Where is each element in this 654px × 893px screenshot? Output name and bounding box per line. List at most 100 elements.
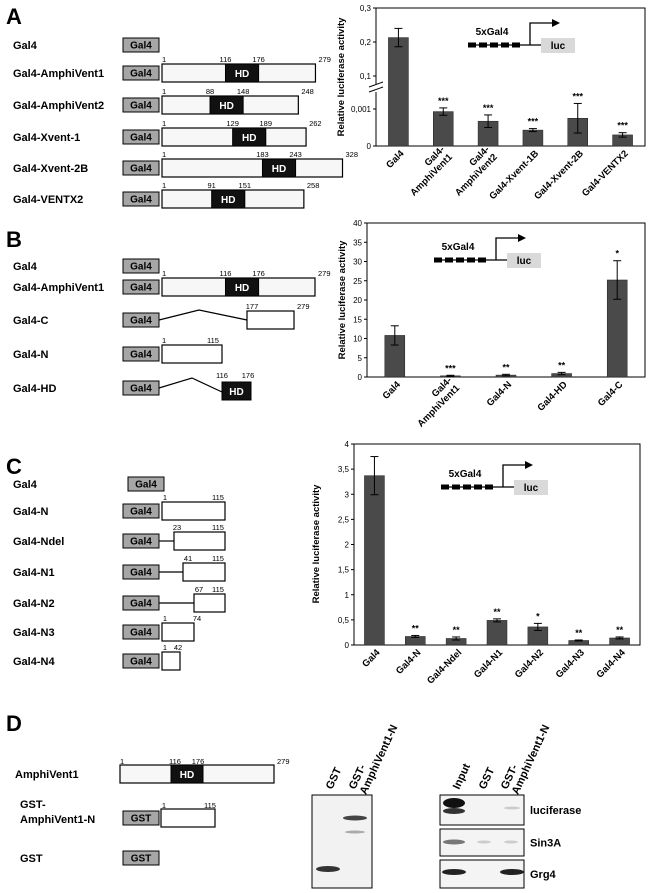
luc-box <box>514 480 548 495</box>
y-axis-title: Relative luciferase activity <box>337 240 348 360</box>
y-tick-label: 0,5 <box>338 616 350 625</box>
reporter-label: 5xGal4 <box>476 27 509 38</box>
blot-band <box>443 839 465 845</box>
significance-marker: ** <box>575 628 583 638</box>
blot-label: luciferase <box>530 805 581 817</box>
residue-number: 1 <box>162 801 166 810</box>
significance-marker: ** <box>502 362 510 372</box>
panel-letter-b: B <box>6 227 22 252</box>
construct-name: Gal4-C <box>13 315 49 327</box>
bar <box>433 111 454 147</box>
residue-number: 248 <box>301 87 314 96</box>
homeodomain-box <box>209 95 244 115</box>
gel-band <box>316 866 340 872</box>
residue-number: 67 <box>195 585 203 594</box>
construct-name: Gal4-AmphiVent1 <box>13 282 104 294</box>
residue-number: 243 <box>289 150 302 159</box>
luc-label: luc <box>551 41 566 52</box>
significance-marker: *** <box>445 363 456 373</box>
tag-label: Gal4 <box>130 164 152 175</box>
protein-box <box>161 501 226 521</box>
category-label: Gal4 <box>384 148 407 171</box>
lane-label-line: AmphiVent1-N <box>510 723 553 796</box>
tag-box <box>122 160 160 176</box>
residue-number: 148 <box>237 87 250 96</box>
residue-number: 1 <box>162 269 166 278</box>
category-label-line: Gal4-N <box>394 647 424 677</box>
significance-marker: ** <box>616 625 624 635</box>
residue-number: 116 <box>169 757 181 766</box>
residue-number: 1 <box>162 336 166 345</box>
y-tick-label: 15 <box>353 315 362 324</box>
tag-label: Gal4 <box>130 41 152 52</box>
axis-break-mark <box>368 81 384 88</box>
tag-label: Gal4 <box>130 69 152 80</box>
significance-marker: *** <box>438 96 449 106</box>
bar <box>486 620 508 646</box>
category-label-line: Gal4 <box>381 379 404 402</box>
residue-number: 1 <box>162 181 166 190</box>
tag-label: Gal4 <box>130 599 152 610</box>
tag-box <box>122 279 160 295</box>
residue-number: 279 <box>297 302 310 311</box>
residue-number: 116 <box>219 55 231 64</box>
y-tick-label: 40 <box>353 219 362 228</box>
construct-name: AmphiVent1-N <box>20 814 95 826</box>
gel-band <box>343 815 367 821</box>
significance-marker: ** <box>493 607 501 617</box>
y-tick-label: 20 <box>353 296 362 305</box>
construct-name: Gal4-AmphiVent2 <box>13 100 104 112</box>
residue-number: 1 <box>162 55 166 64</box>
y-tick-label: 1 <box>345 591 350 600</box>
homeodomain-label: HD <box>235 69 249 80</box>
category-label: Gal4-N1 <box>472 647 506 681</box>
category-label-line: Gal4-VENTX2 <box>580 148 631 199</box>
blot-band <box>442 869 466 875</box>
category-label: Gal4-VENTX2 <box>580 148 631 199</box>
construct-name: Gal4-N2 <box>13 598 55 610</box>
blot-band <box>504 840 518 844</box>
construct-name: GST- <box>20 799 46 811</box>
tag-box <box>122 810 160 826</box>
significance-marker: *** <box>483 103 494 113</box>
tag-label: Gal4 <box>130 283 152 294</box>
homeodomain-label: HD <box>235 283 249 294</box>
tag-label: Gal4 <box>130 384 152 395</box>
tag-label: Gal4 <box>130 133 152 144</box>
residue-number: 91 <box>208 181 216 190</box>
residue-number: 115 <box>212 554 224 563</box>
tag-label: Gal4 <box>130 316 152 327</box>
residue-number: 1 <box>162 150 166 159</box>
residue-number: 115 <box>212 585 224 594</box>
panel-letter-c: C <box>6 454 22 479</box>
residue-number: 23 <box>173 523 181 532</box>
residue-number: 42 <box>174 643 182 652</box>
residue-number: 115 <box>204 801 216 810</box>
protein-box <box>161 651 181 671</box>
construct-name: Gal4-AmphiVent1 <box>13 68 104 80</box>
construct-name: GST <box>20 853 43 865</box>
construct-name: Gal4-N3 <box>13 627 55 639</box>
protein-box <box>161 622 195 642</box>
residue-number: 116 <box>219 269 231 278</box>
y-tick-label: 1,5 <box>338 566 350 575</box>
tag-label: Gal4 <box>130 537 152 548</box>
residue-number: 115 <box>207 336 219 345</box>
category-label-line: Gal4-C <box>596 379 626 409</box>
residue-number: 116 <box>216 371 228 380</box>
luc-label: luc <box>524 483 539 494</box>
protein-box <box>160 808 216 828</box>
significance-marker: *** <box>572 91 583 101</box>
homeodomain-box <box>221 381 252 401</box>
blot-band <box>443 808 465 814</box>
protein-box <box>246 310 295 330</box>
construct-name: Gal4-N4 <box>13 656 55 668</box>
y-tick-label: 0,2 <box>360 38 372 47</box>
residue-number: 151 <box>239 181 252 190</box>
y-tick-label: 3,5 <box>338 465 350 474</box>
residue-number: 41 <box>184 554 192 563</box>
y-tick-label: 25 <box>353 277 362 286</box>
blot-band <box>500 869 524 875</box>
construct-name: Gal4 <box>13 261 38 273</box>
